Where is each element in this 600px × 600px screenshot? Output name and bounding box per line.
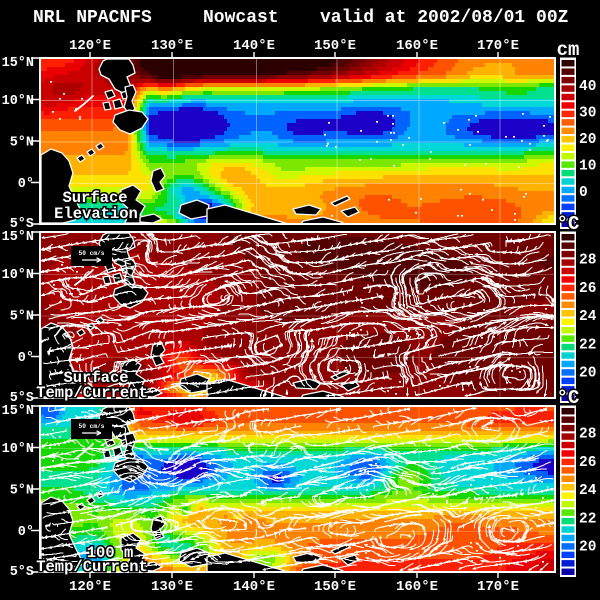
- svg-text:15°N: 15°N: [2, 404, 34, 419]
- svg-text:5°S: 5°S: [10, 391, 34, 406]
- svg-text:24: 24: [579, 483, 597, 499]
- svg-text:0°: 0°: [18, 351, 34, 366]
- svg-text:30: 30: [579, 106, 596, 122]
- svg-text:0°: 0°: [18, 525, 34, 540]
- svg-text:170°E: 170°E: [477, 38, 519, 54]
- svg-text:5°N: 5°N: [10, 136, 34, 151]
- svg-text:26: 26: [579, 455, 596, 471]
- svg-text:120°E: 120°E: [69, 579, 111, 595]
- svg-text:Temp/Current: Temp/Current: [36, 384, 148, 402]
- svg-text:Surface: Surface: [63, 369, 128, 387]
- svg-text:5°N: 5°N: [10, 484, 34, 499]
- svg-text:50 cm/s: 50 cm/s: [79, 250, 105, 257]
- svg-text:NRL NPACNFS: NRL NPACNFS: [33, 8, 152, 28]
- svg-text:140°E: 140°E: [233, 38, 275, 54]
- svg-text:100 m: 100 m: [87, 544, 134, 562]
- svg-text:Elevation: Elevation: [54, 205, 138, 223]
- svg-text:160°E: 160°E: [396, 579, 438, 595]
- svg-text:20: 20: [579, 132, 596, 148]
- svg-text:150°E: 150°E: [314, 579, 356, 595]
- svg-text:5°S: 5°S: [10, 565, 34, 580]
- svg-text:cm: cm: [557, 39, 580, 61]
- svg-text:10°N: 10°N: [2, 94, 34, 109]
- svg-text:°C: °C: [557, 387, 580, 409]
- svg-text:Temp/Current: Temp/Current: [36, 558, 148, 576]
- svg-text:160°E: 160°E: [396, 38, 438, 54]
- svg-text:50 cm/s: 50 cm/s: [79, 423, 105, 430]
- svg-text:10°N: 10°N: [2, 268, 34, 283]
- svg-text:10: 10: [579, 159, 596, 175]
- svg-text:0: 0: [579, 185, 588, 201]
- svg-text:0°: 0°: [18, 177, 34, 192]
- svg-text:10°N: 10°N: [2, 442, 34, 457]
- svg-text:130°E: 130°E: [151, 38, 193, 54]
- svg-text:40: 40: [579, 79, 596, 95]
- svg-text:5°N: 5°N: [10, 310, 34, 325]
- svg-text:28: 28: [579, 253, 596, 269]
- svg-text:Surface: Surface: [62, 189, 127, 207]
- svg-text:150°E: 150°E: [314, 38, 356, 54]
- svg-text:20: 20: [579, 366, 596, 382]
- svg-text:24: 24: [579, 309, 597, 325]
- svg-text:15°N: 15°N: [2, 56, 34, 71]
- svg-text:20: 20: [579, 540, 596, 556]
- svg-text:26: 26: [579, 281, 596, 297]
- svg-text:140°E: 140°E: [233, 579, 275, 595]
- svg-text:15°N: 15°N: [2, 230, 34, 245]
- svg-text:120°E: 120°E: [69, 38, 111, 54]
- svg-text:Nowcast: Nowcast: [203, 8, 279, 28]
- svg-text:valid at 2002/08/01 00Z: valid at 2002/08/01 00Z: [320, 8, 568, 28]
- svg-text:5°S: 5°S: [10, 217, 34, 232]
- svg-text:130°E: 130°E: [151, 579, 193, 595]
- svg-text:22: 22: [579, 337, 596, 353]
- svg-text:28: 28: [579, 427, 596, 443]
- svg-text:170°E: 170°E: [477, 579, 519, 595]
- svg-text:°C: °C: [557, 213, 580, 235]
- svg-text:22: 22: [579, 511, 596, 527]
